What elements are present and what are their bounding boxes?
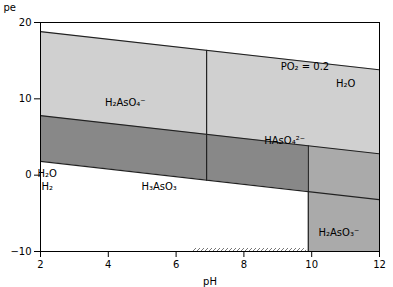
svg-text:2: 2	[37, 259, 43, 270]
svg-text:H₂: H₂	[42, 181, 54, 192]
svg-text:10: 10	[305, 259, 318, 270]
svg-text:HAsO₄²⁻: HAsO₄²⁻	[264, 135, 305, 146]
svg-text:4: 4	[105, 259, 111, 270]
svg-text:H₂AsO₃⁻: H₂AsO₃⁻	[318, 227, 359, 238]
svg-text:20: 20	[19, 17, 32, 28]
svg-text:12: 12	[373, 259, 386, 270]
svg-text:pH: pH	[203, 276, 217, 287]
svg-text:H₃AsO₃: H₃AsO₃	[141, 181, 176, 192]
svg-text:pe: pe	[4, 2, 17, 13]
svg-text:−10: −10	[10, 246, 31, 257]
svg-text:6: 6	[173, 259, 179, 270]
svg-text:PO₂ = 0.2: PO₂ = 0.2	[281, 61, 330, 72]
svg-text:10: 10	[19, 93, 32, 104]
svg-text:H₂AsO₄⁻: H₂AsO₄⁻	[105, 97, 146, 108]
svg-text:H₂O: H₂O	[336, 78, 356, 89]
svg-text:H₂O: H₂O	[37, 167, 57, 179]
svg-text:8: 8	[241, 259, 247, 270]
svg-text:0: 0	[25, 169, 31, 180]
